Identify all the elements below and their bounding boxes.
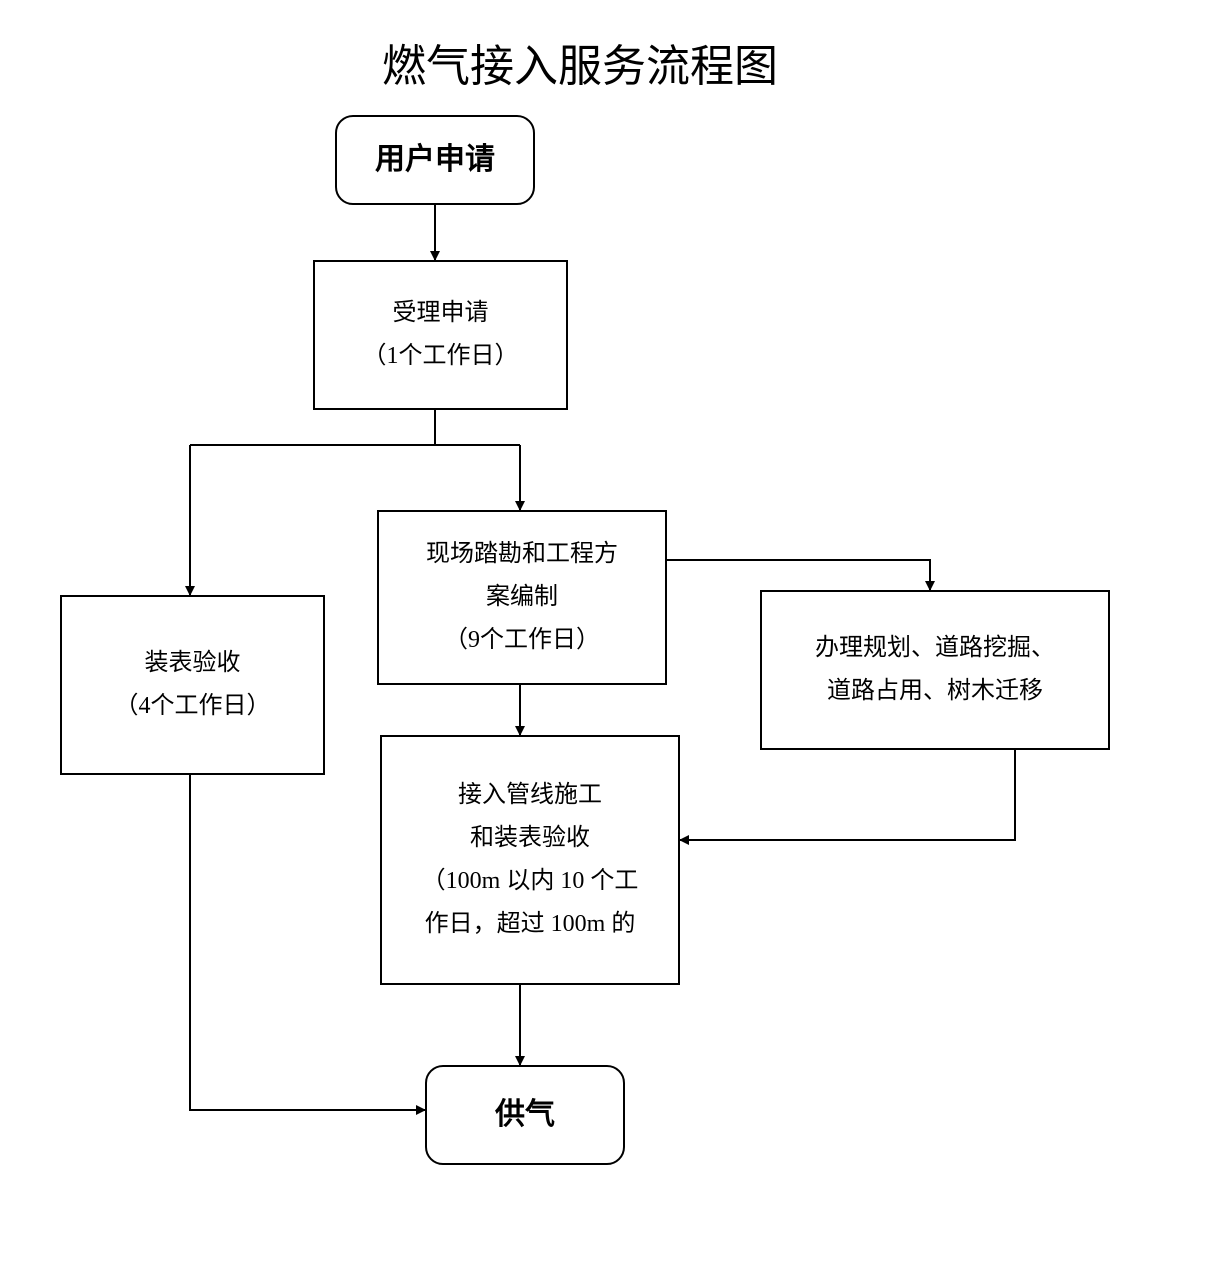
edge-e5 bbox=[667, 560, 930, 590]
node-text: （100m 以内 10 个工 bbox=[422, 860, 639, 903]
node-text: （1个工作日） bbox=[363, 335, 519, 378]
flow-node-n1: 用户申请 bbox=[335, 115, 535, 205]
node-text: 受理申请 bbox=[393, 292, 489, 335]
edge-e7 bbox=[680, 750, 1015, 840]
flow-node-n3: 现场踏勘和工程方案编制（9个工作日） bbox=[377, 510, 667, 685]
node-text: 接入管线施工 bbox=[458, 774, 602, 817]
flow-node-n4: 装表验收（4个工作日） bbox=[60, 595, 325, 775]
node-text: 案编制 bbox=[486, 576, 558, 619]
flow-node-n5: 办理规划、道路挖掘、道路占用、树木迁移 bbox=[760, 590, 1110, 750]
node-text: 作日，超过 100m 的 bbox=[425, 903, 636, 946]
node-text: 装表验收 bbox=[145, 642, 241, 685]
flow-node-n7: 供气 bbox=[425, 1065, 625, 1165]
node-text: （9个工作日） bbox=[444, 619, 600, 662]
node-text: 办理规划、道路挖掘、 bbox=[815, 627, 1055, 670]
node-text: （4个工作日） bbox=[115, 685, 271, 728]
node-text: 道路占用、树木迁移 bbox=[827, 670, 1043, 713]
flow-node-n2: 受理申请（1个工作日） bbox=[313, 260, 568, 410]
flowchart-canvas: 燃气接入服务流程图 用户申请受理申请（1个工作日） 现场踏勘和工程方案编制（9个工… bbox=[0, 0, 1214, 1282]
chart-title: 燃气接入服务流程图 bbox=[230, 30, 930, 94]
node-text: 和装表验收 bbox=[470, 817, 590, 860]
node-text: 供气 bbox=[495, 1088, 555, 1142]
flow-node-n6: 接入管线施工和装表验收（100m 以内 10 个工作日，超过 100m 的 bbox=[380, 735, 680, 985]
node-text: 用户申请 bbox=[375, 133, 495, 187]
node-text: 现场踏勘和工程方 bbox=[426, 533, 618, 576]
